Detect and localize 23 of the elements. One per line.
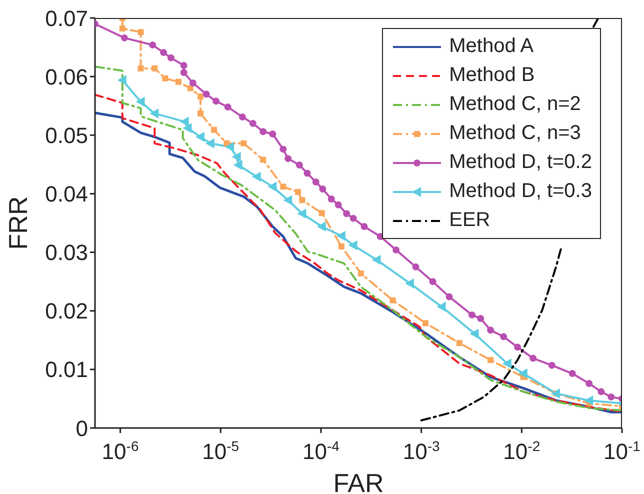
y-tick-label: 0.03 [45,240,88,266]
y-tick-label: 0.06 [45,64,88,90]
x-tick-label: 10$^{-4}$ [302,438,340,464]
x-tick-label: 10$^{-1}$ [604,438,641,464]
y-axis-title: FRR [3,196,34,250]
legend-label: EER [449,209,490,232]
x-tick-label: 10$^{-6}$ [102,438,139,464]
legend-label: Method D, t=0.3 [449,180,592,203]
x-tick-label: 10$^{-5}$ [202,438,240,464]
y-tick-label: 0.05 [45,122,88,148]
y-tick-label: 0 [76,416,88,441]
x-axis-title: FAR [333,468,384,494]
x-tick-label: 10$^{-2}$ [503,438,540,464]
legend-label: Method C, n=3 [449,122,581,145]
legend-label: Method C, n=2 [449,93,581,116]
legend-label: Method B [449,64,535,87]
legend-label: Method D, t=0.2 [449,151,592,174]
y-tick-label: 0.02 [45,298,88,324]
y-tick-label: 0.04 [45,182,88,207]
legend-label: Method A [449,35,534,58]
y-tick-label: 0.07 [45,6,88,31]
x-tick-label: 10$^{-3}$ [402,438,440,464]
y-tick-label: 0.01 [45,357,88,382]
